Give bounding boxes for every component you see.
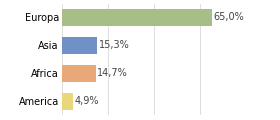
- Text: 15,3%: 15,3%: [99, 40, 130, 50]
- Bar: [62, 37, 97, 54]
- Text: 4,9%: 4,9%: [75, 96, 99, 106]
- Bar: [62, 65, 95, 82]
- Text: 65,0%: 65,0%: [214, 12, 244, 22]
- Bar: [62, 93, 73, 110]
- Text: 14,7%: 14,7%: [97, 68, 128, 78]
- Bar: [62, 9, 212, 26]
